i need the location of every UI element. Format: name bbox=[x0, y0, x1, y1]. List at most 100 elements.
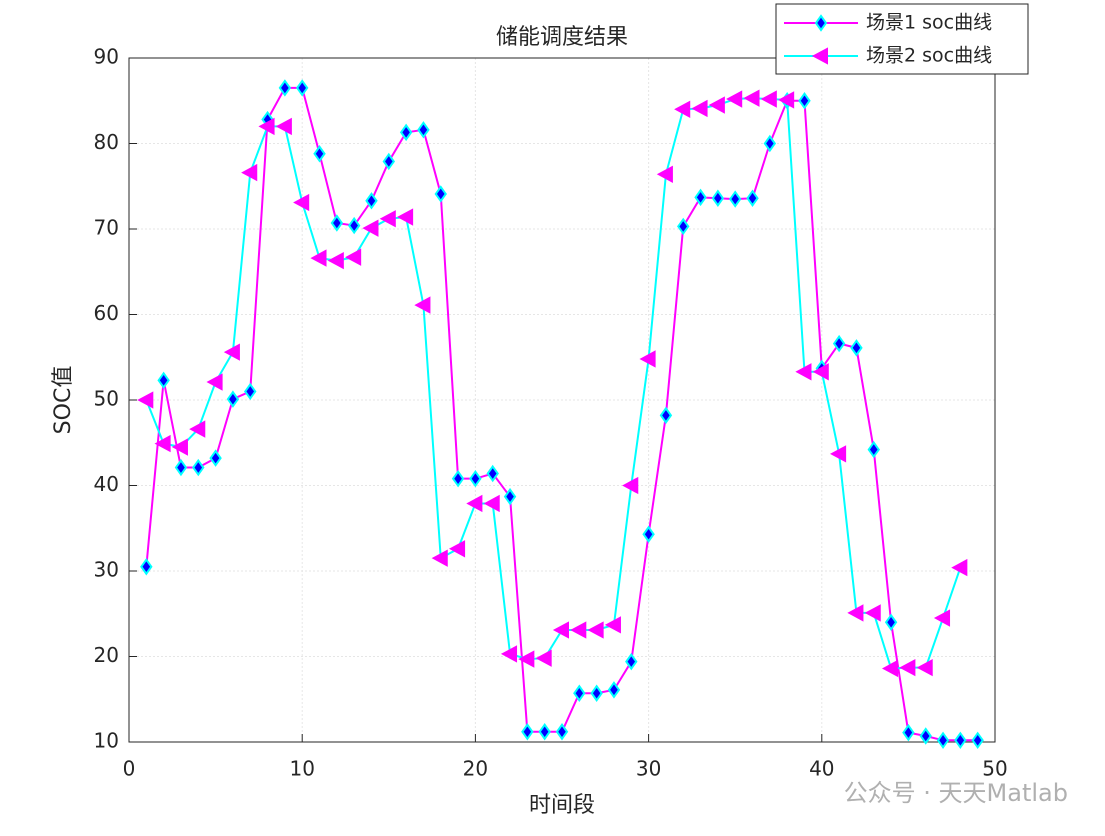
marker bbox=[521, 723, 534, 741]
marker bbox=[674, 100, 691, 118]
marker bbox=[365, 192, 378, 210]
marker bbox=[140, 558, 153, 576]
marker bbox=[552, 621, 569, 639]
legend-marker bbox=[811, 47, 828, 65]
marker bbox=[656, 165, 673, 183]
marker bbox=[573, 684, 586, 702]
marker bbox=[798, 92, 811, 110]
marker bbox=[570, 621, 587, 639]
marker bbox=[399, 123, 413, 142]
x-tick-label: 20 bbox=[463, 757, 488, 781]
marker bbox=[310, 249, 327, 267]
marker bbox=[535, 649, 552, 667]
marker bbox=[469, 469, 482, 488]
y-tick-label: 50 bbox=[94, 387, 119, 411]
marker bbox=[622, 476, 639, 495]
marker bbox=[951, 558, 968, 577]
y-tick-label: 20 bbox=[94, 643, 119, 667]
marker bbox=[486, 464, 499, 483]
marker bbox=[518, 650, 535, 668]
marker bbox=[434, 185, 447, 203]
y-tick-label: 30 bbox=[94, 558, 119, 582]
marker bbox=[431, 549, 448, 567]
marker bbox=[642, 525, 655, 543]
axes-box bbox=[128, 57, 996, 743]
marker bbox=[899, 658, 916, 677]
x-tick-label: 50 bbox=[982, 757, 1007, 781]
marker bbox=[362, 219, 379, 237]
marker bbox=[157, 371, 170, 390]
marker bbox=[347, 216, 361, 235]
marker bbox=[189, 420, 206, 438]
marker bbox=[555, 723, 569, 741]
marker bbox=[743, 89, 760, 107]
marker bbox=[330, 214, 344, 232]
marker bbox=[694, 188, 707, 207]
marker bbox=[902, 723, 915, 742]
marker bbox=[295, 79, 309, 97]
marker bbox=[275, 117, 292, 136]
marker bbox=[448, 540, 466, 558]
marker bbox=[379, 210, 396, 228]
marker bbox=[414, 296, 431, 314]
marker bbox=[832, 334, 846, 353]
marker bbox=[382, 152, 396, 171]
marker bbox=[258, 117, 275, 136]
marker bbox=[625, 652, 638, 671]
marker bbox=[830, 445, 847, 463]
marker bbox=[327, 251, 344, 270]
marker bbox=[726, 90, 743, 108]
marker bbox=[708, 96, 725, 114]
legend-label: 场景2 soc曲线 bbox=[866, 45, 992, 67]
marker bbox=[639, 350, 656, 368]
marker bbox=[746, 189, 759, 207]
marker bbox=[206, 373, 223, 391]
y-tick-label: 90 bbox=[94, 45, 119, 69]
marker bbox=[226, 390, 240, 408]
marker bbox=[174, 458, 188, 477]
marker bbox=[278, 79, 292, 97]
marker bbox=[711, 189, 725, 207]
y-tick-label: 70 bbox=[94, 216, 119, 240]
marker bbox=[916, 658, 933, 677]
y-tick-label: 10 bbox=[94, 729, 119, 753]
marker bbox=[677, 217, 690, 236]
marker bbox=[778, 91, 795, 109]
x-tick-label: 30 bbox=[636, 757, 661, 781]
marker bbox=[919, 727, 932, 745]
marker bbox=[881, 659, 899, 678]
marker bbox=[483, 494, 500, 513]
chart-title: 储能调度结果 bbox=[496, 25, 628, 50]
marker bbox=[847, 604, 864, 622]
marker bbox=[223, 343, 240, 361]
marker bbox=[451, 469, 465, 488]
x-axis-label: 时间段 bbox=[529, 793, 595, 818]
marker bbox=[313, 145, 326, 163]
marker bbox=[137, 391, 154, 409]
x-tick-label: 0 bbox=[123, 757, 136, 781]
marker bbox=[171, 438, 188, 456]
marker bbox=[590, 684, 603, 702]
legend-marker bbox=[814, 14, 828, 32]
marker bbox=[417, 121, 430, 139]
marker bbox=[971, 731, 984, 750]
marker bbox=[397, 208, 414, 226]
marker bbox=[812, 363, 829, 381]
marker bbox=[933, 609, 951, 627]
marker bbox=[345, 248, 362, 266]
marker bbox=[850, 339, 863, 357]
marker bbox=[864, 604, 881, 622]
marker bbox=[466, 494, 483, 513]
marker bbox=[659, 406, 673, 425]
y-axis-label: SOC值 bbox=[51, 366, 76, 435]
marker bbox=[795, 363, 812, 381]
marker bbox=[607, 681, 621, 699]
watermark: 公众号 · 天天Matlab bbox=[844, 779, 1068, 807]
marker bbox=[763, 134, 777, 153]
marker bbox=[209, 449, 222, 467]
marker bbox=[604, 616, 621, 634]
marker bbox=[503, 487, 517, 506]
marker bbox=[954, 731, 967, 750]
marker bbox=[538, 723, 551, 741]
